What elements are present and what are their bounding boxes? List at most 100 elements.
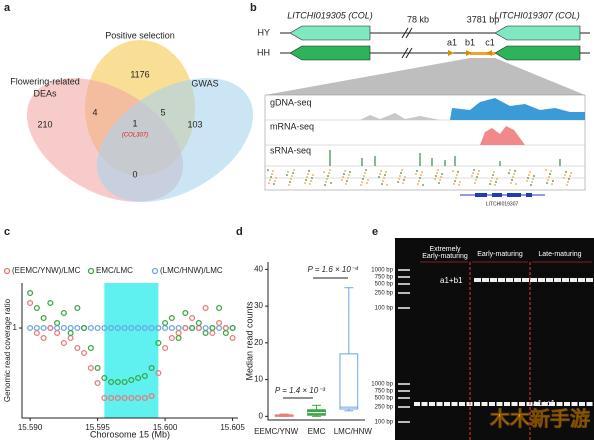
coverage [480,126,525,145]
point [182,309,189,317]
read [416,170,418,172]
read [291,175,293,177]
read [415,173,417,175]
point [222,329,229,337]
point [101,374,108,382]
x-tick-label: EEMC/YNW [254,427,298,436]
read [473,169,475,171]
primer: c1 [485,37,495,47]
gene-name: (COL307) [122,133,148,139]
point [202,324,209,332]
region-count: 210 [37,119,52,129]
read [552,180,554,182]
read [567,181,569,183]
point [162,324,169,332]
band [519,402,525,406]
read [511,179,513,181]
point [229,334,236,342]
point [148,392,155,400]
ladder-label: 1000 bp [371,268,393,274]
read [515,183,517,185]
legend-label: (EEMC/YNW)/LMC [12,266,81,275]
read [268,182,270,184]
ladder-band [398,292,410,294]
point [121,324,128,332]
group-label: Extremely [429,246,461,253]
read [378,176,380,178]
group-label: Early-maturing [477,251,523,258]
band [436,402,443,406]
read [330,182,332,184]
band [549,402,555,406]
band [490,278,497,282]
read [288,184,290,186]
read [422,184,424,186]
ladder-label: 750 bp [375,389,394,395]
read [531,181,533,183]
group-label: Late-maturing [538,251,581,258]
read [434,178,436,180]
read [398,178,400,180]
point [54,329,61,337]
ladder-band [398,390,410,392]
read [472,172,474,174]
read [274,180,276,182]
read [419,177,421,179]
x-tick-label: 15.605 [220,423,245,432]
read [493,171,495,173]
read [272,170,274,172]
track-title: sRNA-seq [270,145,311,155]
read [526,180,528,182]
read [380,170,382,172]
point [74,324,81,332]
point [229,324,236,332]
break [401,27,409,39]
band [504,402,510,406]
band [522,278,529,282]
read [490,180,492,182]
read [269,179,271,181]
read [309,183,311,185]
point [94,364,101,372]
read [458,184,460,186]
read [287,171,289,173]
band [459,402,465,406]
watermark: 木木新手游 [489,406,590,430]
ladder-band [398,397,410,399]
point [27,324,34,332]
track-title: mRNA-seq [270,121,314,131]
gene-arrow [289,45,371,61]
read [384,174,386,176]
read [404,176,406,178]
read [267,169,269,171]
read [362,178,364,180]
band [474,278,481,282]
read [568,178,570,180]
ladder-band [398,269,410,271]
point [54,319,61,327]
ladder-band [398,307,410,309]
point [175,324,182,332]
point [114,394,121,402]
gel [395,238,594,440]
read [569,175,571,177]
read [452,170,454,172]
read [286,174,288,176]
gene-label: LITCHI019305 (COL) [287,10,373,20]
read [382,180,384,182]
break [405,47,413,59]
band [481,402,488,406]
band [556,402,563,406]
read [304,182,306,184]
point [216,304,223,312]
read [329,169,331,171]
band [514,278,521,282]
point [222,324,229,332]
read [509,169,511,171]
point [168,334,175,342]
read [271,173,273,175]
exon [475,193,532,197]
band [571,402,578,406]
panel-label: e [372,226,378,238]
